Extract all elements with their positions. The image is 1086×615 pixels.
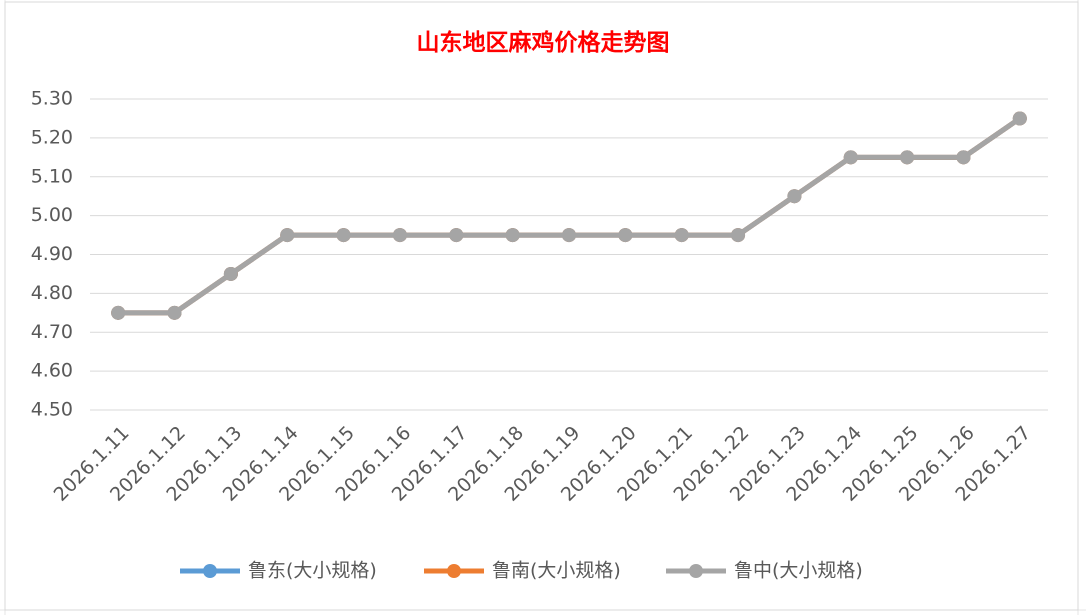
data-point bbox=[900, 150, 915, 165]
data-point bbox=[223, 266, 238, 281]
data-point bbox=[956, 150, 971, 165]
data-point bbox=[336, 228, 351, 243]
data-point bbox=[674, 228, 689, 243]
data-point bbox=[505, 228, 520, 243]
y-tick-label: 5.20 bbox=[31, 126, 73, 148]
y-tick-label: 4.70 bbox=[31, 321, 73, 343]
legend-label: 鲁中(大小规格) bbox=[734, 560, 863, 582]
legend-label: 鲁东(大小规格) bbox=[248, 560, 377, 582]
chart-title: 山东地区麻鸡价格走势图 bbox=[417, 29, 670, 56]
data-point bbox=[167, 305, 182, 320]
legend-marker bbox=[689, 564, 703, 578]
data-point bbox=[280, 228, 295, 243]
legend-marker bbox=[447, 564, 461, 578]
y-tick-label: 4.50 bbox=[31, 399, 73, 421]
legend-label: 鲁南(大小规格) bbox=[492, 560, 621, 582]
y-tick-label: 5.10 bbox=[31, 165, 73, 187]
data-point bbox=[731, 228, 746, 243]
legend-marker bbox=[203, 564, 217, 578]
data-point bbox=[111, 305, 126, 320]
data-point bbox=[618, 228, 633, 243]
y-tick-label: 5.00 bbox=[31, 204, 73, 226]
data-point bbox=[392, 228, 407, 243]
data-point bbox=[1012, 111, 1027, 126]
y-tick-label: 4.60 bbox=[31, 360, 73, 382]
y-tick-label: 4.80 bbox=[31, 282, 73, 304]
data-point bbox=[787, 189, 802, 204]
data-point bbox=[843, 150, 858, 165]
y-tick-label: 4.90 bbox=[31, 243, 73, 265]
data-point bbox=[562, 228, 576, 243]
data-point bbox=[449, 228, 464, 243]
chart-area bbox=[4, 1, 1079, 611]
y-tick-label: 5.30 bbox=[31, 88, 73, 110]
